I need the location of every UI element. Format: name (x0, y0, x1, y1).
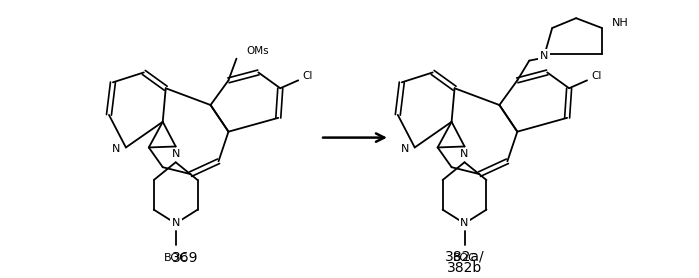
Text: Cl: Cl (591, 71, 601, 81)
Text: BOC: BOC (164, 253, 187, 263)
Text: NH: NH (612, 18, 628, 28)
Text: Cl: Cl (302, 71, 312, 81)
Text: N: N (461, 219, 469, 229)
Text: 382a/: 382a/ (445, 249, 484, 263)
Text: 369: 369 (173, 251, 199, 265)
Text: N: N (171, 149, 180, 159)
Text: N: N (401, 145, 409, 155)
Text: 382b: 382b (447, 261, 482, 275)
Text: N: N (171, 219, 180, 229)
Text: BOC: BOC (453, 253, 477, 263)
Text: OMs: OMs (247, 46, 269, 56)
Text: N: N (112, 145, 120, 155)
Text: N: N (461, 149, 469, 159)
Text: N: N (540, 51, 549, 61)
